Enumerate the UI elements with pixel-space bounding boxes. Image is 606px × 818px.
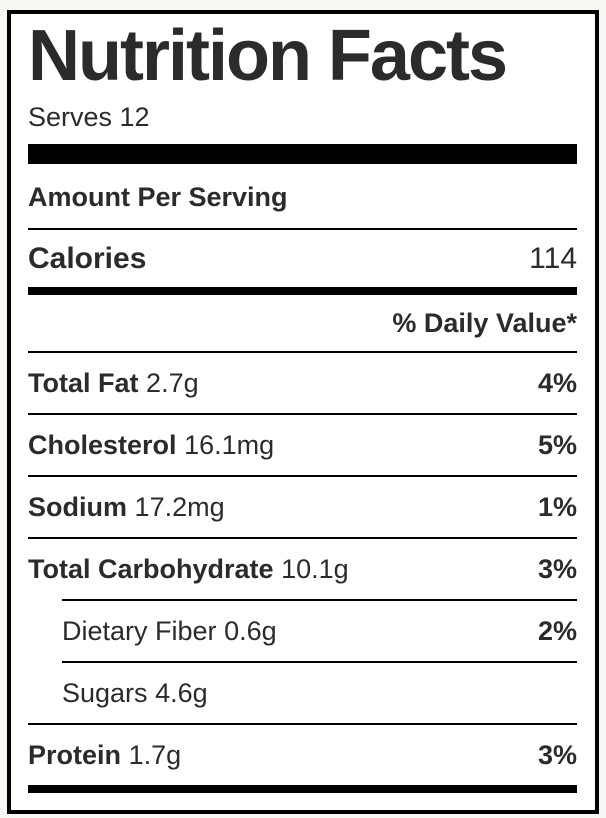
nutrient-text: Total Fat 2.7g	[28, 366, 199, 401]
nutrient-amount: 10.1g	[281, 554, 349, 584]
label-title: Nutrition Facts	[28, 16, 508, 96]
nutrient-row-sugars: Sugars 4.6g	[62, 661, 577, 723]
nutrient-name: Protein	[28, 740, 122, 770]
nutrient-name: Sodium	[28, 492, 127, 522]
nutrient-name: Total Carbohydrate	[28, 554, 274, 584]
nutrient-text: Dietary Fiber 0.6g	[62, 614, 277, 649]
nutrient-row-dietary-fiber: Dietary Fiber 0.6g 2%	[62, 599, 577, 661]
nutrient-name: Dietary Fiber	[62, 616, 217, 646]
nutrient-text: Total Carbohydrate 10.1g	[28, 552, 349, 587]
calories-value: 114	[529, 242, 577, 275]
nutrient-amount: 4.6g	[155, 678, 208, 708]
nutrient-amount: 0.6g	[224, 616, 277, 646]
nutrient-amount: 17.2mg	[134, 492, 225, 522]
nutrient-row-cholesterol: Cholesterol 16.1mg 5%	[28, 413, 577, 475]
nutrient-text: Protein 1.7g	[28, 738, 181, 773]
daily-value-header: % Daily Value*	[392, 308, 577, 338]
nutrient-name: Cholesterol	[28, 430, 177, 460]
nutrient-amount: 16.1mg	[184, 430, 275, 460]
nutrient-name: Sugars	[62, 678, 148, 708]
nutrient-row-protein: Protein 1.7g 3%	[28, 723, 577, 785]
nutrient-daily-value: 1%	[537, 492, 577, 522]
nutrient-name: Total Fat	[28, 368, 139, 398]
nutrient-text: Cholesterol 16.1mg	[28, 428, 274, 463]
thick-divider-bar-top	[28, 144, 577, 164]
nutrition-facts-label: Nutrition Facts Serves 12 Amount Per Ser…	[7, 10, 599, 814]
nutrient-text: Sodium 17.2mg	[28, 490, 225, 525]
nutrient-amount: 1.7g	[128, 740, 182, 770]
amount-per-serving-label: Amount Per Serving	[28, 164, 577, 230]
nutrient-daily-value: 2%	[537, 616, 577, 646]
nutrient-daily-value: 4%	[537, 368, 577, 398]
nutrient-row-sodium: Sodium 17.2mg 1%	[28, 475, 577, 537]
nutrient-text: Sugars 4.6g	[62, 676, 208, 711]
thick-divider-bar-bottom	[28, 785, 577, 793]
calories-row: Calories 114	[28, 230, 577, 287]
nutrient-daily-value: 3%	[537, 740, 577, 770]
serving-statement: Serves 12	[28, 102, 150, 132]
medium-divider-bar-calories	[28, 287, 577, 295]
nutrient-daily-value: 5%	[537, 430, 577, 460]
nutrient-daily-value: 3%	[537, 554, 577, 584]
nutrient-row-total-carbohydrate: Total Carbohydrate 10.1g 3%	[28, 537, 577, 599]
nutrient-row-total-fat: Total Fat 2.7g 4%	[28, 351, 577, 413]
nutrient-amount: 2.7g	[146, 368, 199, 398]
calories-label: Calories	[28, 242, 147, 275]
